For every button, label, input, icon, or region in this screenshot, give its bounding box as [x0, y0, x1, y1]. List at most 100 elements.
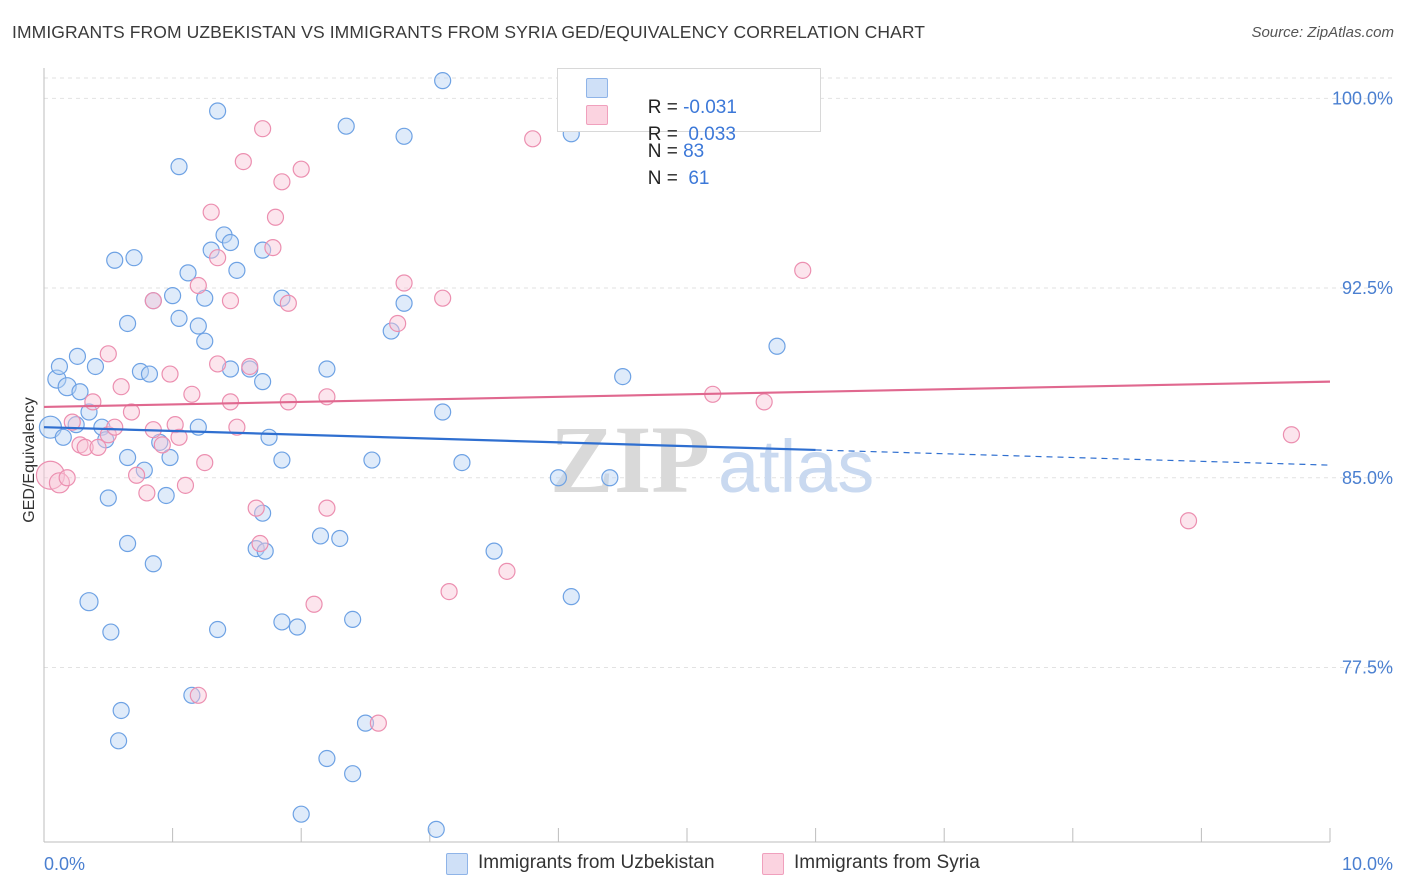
uzbekistan-point	[86, 357, 105, 376]
y-axis-title: GED/Equivalency	[21, 397, 38, 522]
n-value-syria: 61	[683, 168, 710, 189]
stats-legend: R = -0.031 N = 83 R = 0.033 N = 61	[557, 68, 821, 189]
syria-point	[183, 385, 201, 403]
y-tick-label: 85.0%	[1342, 468, 1393, 488]
uzbekistan-point	[161, 448, 179, 467]
n-value-uzbekistan: 83	[683, 141, 705, 162]
syria-point	[1179, 512, 1198, 530]
source-note: Source: ZipAtlas.com	[1251, 24, 1394, 41]
syria-swatch	[586, 105, 608, 125]
uzbekistan-point	[196, 332, 214, 350]
uzbekistan-point	[221, 233, 240, 252]
syria-point	[251, 534, 269, 553]
uzbekistan-point	[453, 453, 471, 472]
uzbekistan-point	[337, 117, 355, 135]
syria-point	[112, 378, 130, 396]
y-tick-label: 100.0%	[1332, 88, 1393, 108]
syria-point	[221, 393, 240, 411]
syria-point	[369, 714, 387, 732]
y-tick-labels: 77.5% 85.0% 92.5% 100.0%	[1332, 88, 1393, 677]
syria-point	[440, 582, 458, 601]
syria-point	[76, 438, 94, 457]
syria-point	[395, 274, 413, 292]
syria-point	[221, 292, 240, 310]
uzbekistan-points	[38, 72, 786, 838]
trend-lines	[43, 380, 1331, 466]
syria-point	[161, 365, 179, 383]
uzbekistan-point	[170, 158, 188, 176]
syria-point	[63, 413, 81, 431]
syria-point	[176, 476, 195, 494]
uzbekistan-point	[768, 337, 786, 355]
uzbekistan-point	[112, 701, 130, 720]
syria-point	[144, 292, 162, 310]
n-label: N =	[647, 141, 684, 162]
uzbekistan-point	[179, 264, 197, 282]
legend-label-syria: Immigrants from Syria	[794, 852, 980, 873]
chart-title: IMMIGRANTS FROM UZBEKISTAN VS IMMIGRANTS…	[12, 22, 926, 42]
x-tick-label: 10.0%	[1342, 854, 1393, 874]
syria-point	[58, 469, 76, 487]
x-tick-label: 0.0%	[44, 854, 85, 874]
legend-label-uzbekistan: Immigrants from Uzbekistan	[478, 852, 715, 873]
syria-point	[99, 345, 117, 363]
uzbekistan-point	[344, 765, 362, 783]
syria-point	[264, 238, 282, 257]
syria-point	[106, 418, 124, 436]
uzbekistan-point	[228, 261, 246, 279]
syria-point	[755, 393, 773, 411]
r-value-uzbekistan: -0.031	[683, 97, 737, 118]
syria-point	[189, 686, 207, 704]
syria-point	[153, 436, 171, 454]
syria-point	[524, 130, 542, 148]
syria-point	[498, 562, 516, 580]
uzbekistan-point	[434, 403, 452, 421]
r-label: R =	[647, 124, 684, 145]
uzbekistan-point	[331, 529, 349, 548]
syria-point	[170, 428, 188, 446]
syria-point	[166, 416, 184, 434]
uzbekistan-point	[318, 749, 336, 768]
syria-point	[389, 314, 407, 333]
uzbekistan-point	[273, 613, 291, 631]
stats-row-syria: R = 0.033 N = 61	[558, 102, 820, 189]
syria-point	[234, 152, 252, 171]
legend-swatch-syria	[762, 853, 784, 875]
syria-point	[241, 357, 259, 376]
uzbekistan-point	[427, 820, 445, 838]
uzbekistan-point	[125, 249, 143, 267]
syria-point	[127, 466, 146, 484]
uzbekistan-point	[363, 451, 381, 469]
uzbekistan-point	[260, 428, 278, 446]
uzbekistan-point	[189, 317, 207, 335]
syria-point	[209, 249, 227, 267]
uzbekistan-point	[118, 534, 137, 553]
syria-point	[305, 595, 323, 613]
watermark-zip: ZIP	[550, 406, 710, 513]
syria-point	[202, 203, 220, 221]
uzbekistan-point	[254, 373, 272, 391]
uzbekistan-point	[344, 610, 362, 629]
syria-point	[35, 460, 66, 490]
uzbekistan-point	[68, 347, 87, 365]
series-legend: Immigrants from Uzbekistan Immigrants fr…	[0, 852, 1406, 878]
syria-point	[84, 393, 102, 411]
uzbekistan-point	[99, 489, 117, 507]
syria-point	[794, 261, 812, 279]
uzbekistan-point	[106, 251, 124, 269]
watermark-atlas: atlas	[718, 425, 874, 508]
syria-point	[228, 418, 246, 436]
x-tick-labels: 0.0% 10.0%	[44, 854, 1393, 874]
uzbekistan-point	[71, 383, 89, 401]
uzbekistan-point	[79, 592, 99, 612]
uzbekistan-point	[164, 287, 182, 305]
syria-point	[273, 173, 291, 191]
uzbekistan-point	[170, 309, 188, 328]
uzbekistan-point	[288, 618, 306, 636]
y-tick-label: 92.5%	[1342, 278, 1393, 298]
uzbekistan-point	[549, 469, 568, 487]
syria-point	[254, 120, 272, 138]
uzbekistan-point	[140, 365, 159, 383]
uzbekistan-point	[157, 486, 175, 505]
